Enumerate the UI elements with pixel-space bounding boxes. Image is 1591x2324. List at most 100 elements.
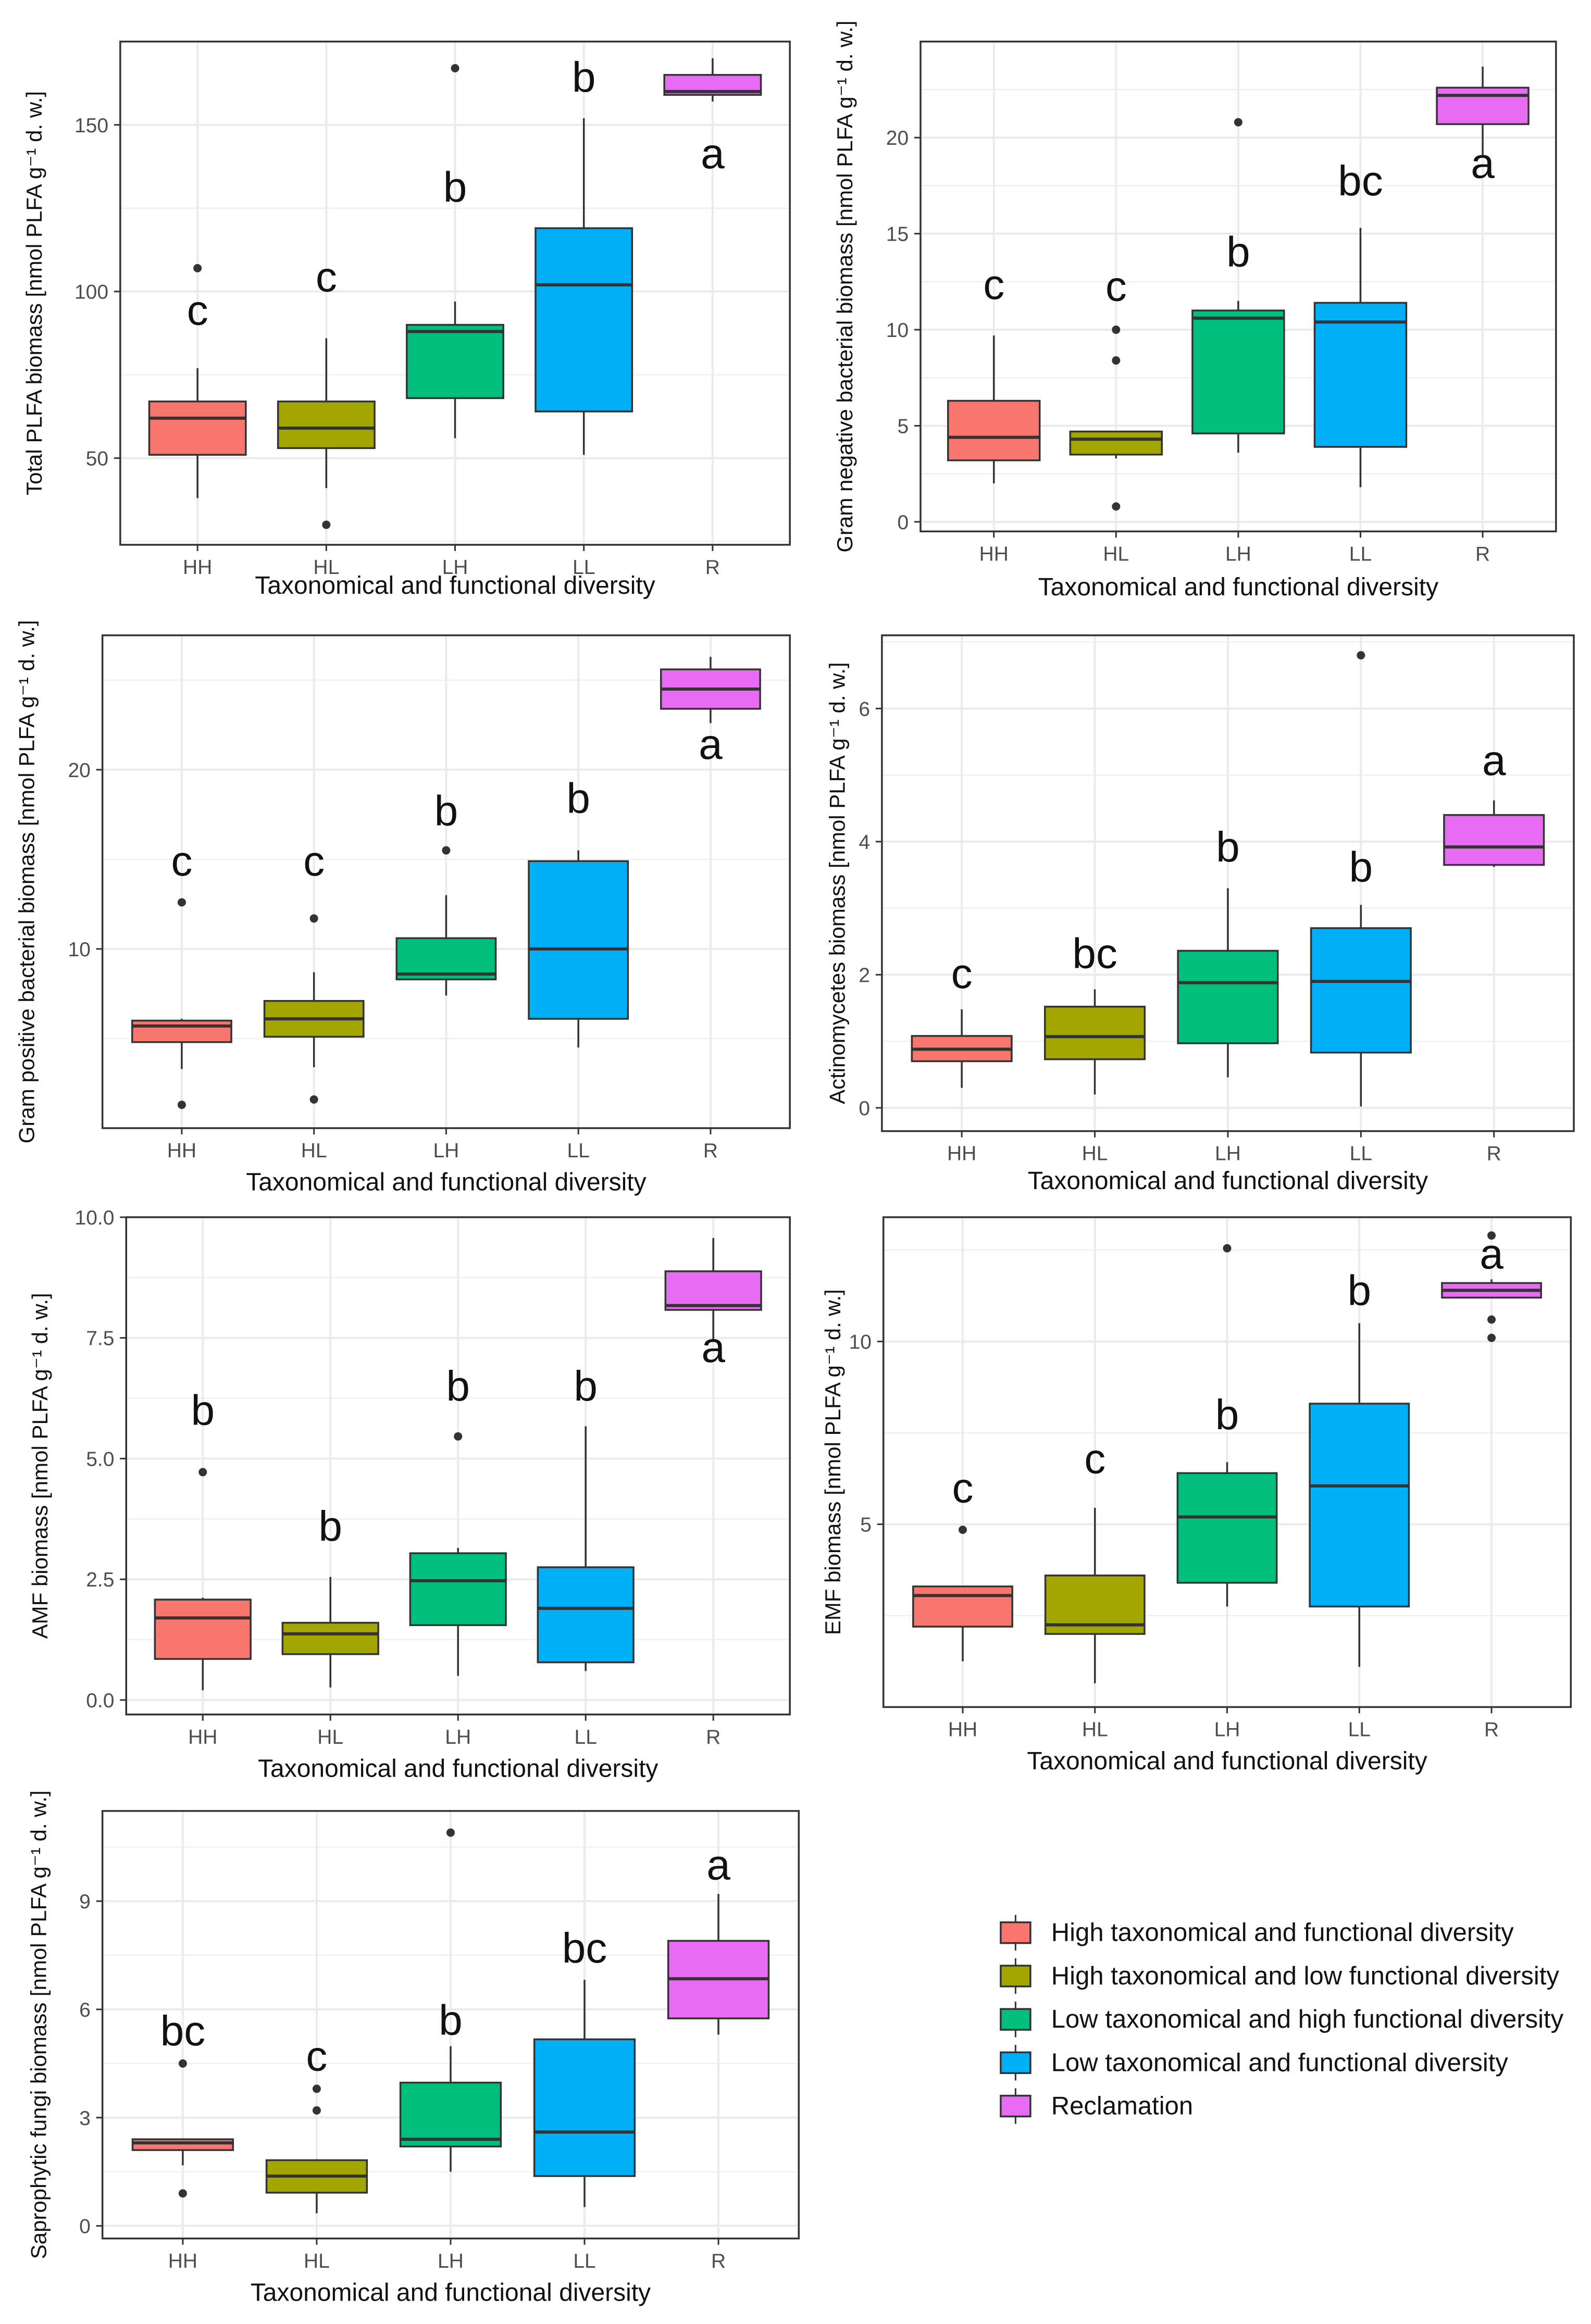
box-HL: c [263, 838, 365, 1104]
significance-letter: b [439, 1996, 463, 2044]
outlier-point [1357, 651, 1365, 660]
box-body [528, 860, 629, 1020]
significance-letter: b [446, 1363, 470, 1410]
chart-panel-7: 0 3 6 9 bc HH c HL b LH bc LL a R Taxonomical and func… [26, 1790, 800, 2307]
box-body [912, 1585, 1013, 1628]
x-tick-label: LH [438, 2250, 464, 2272]
outlier-point [446, 1828, 455, 1837]
box-body [399, 2081, 502, 2147]
significance-letter: bc [1072, 930, 1117, 978]
box-R: a [667, 1842, 770, 2035]
y-tick-label: 0 [79, 2216, 91, 2238]
y-tick-label: 50 [86, 448, 108, 470]
outlier-point [1112, 326, 1121, 334]
x-tick-label: HH [183, 556, 212, 579]
outlier-point [177, 1101, 186, 1109]
significance-letter: bc [562, 1925, 607, 1972]
x-tick-label: HL [1103, 543, 1129, 565]
significance-letter: c [171, 838, 192, 885]
box-body [277, 401, 376, 449]
panel-border [125, 1216, 791, 1716]
y-axis-title: Gram negative bacterial biomass [nmol PL… [832, 20, 857, 552]
significance-letter: a [699, 721, 723, 768]
box-LL: b [535, 54, 633, 455]
x-tick-label: R [711, 2250, 726, 2272]
y-tick-label: 6 [859, 698, 870, 720]
y-tick-label: 0 [897, 511, 909, 534]
x-tick-label: LL [1349, 543, 1372, 565]
chart-panel-5: 0.0 2.5 5.0 7.5 10.0 b HH b HL b LH b LL a R Taxonomica… [28, 1207, 791, 1782]
box-HL: c [1069, 263, 1163, 511]
significance-letter: bc [160, 2007, 206, 2055]
y-axis-title: EMF biomass [nmol PLFA g⁻¹ d. w.] [821, 1289, 845, 1635]
x-tick-label: HH [948, 1719, 977, 1741]
outlier-point [1234, 118, 1242, 127]
outlier-point [442, 846, 451, 855]
x-tick-label: R [1487, 1143, 1501, 1165]
significance-letter: a [701, 130, 725, 178]
box-body [148, 401, 247, 456]
x-tick-label: HH [188, 1726, 217, 1748]
y-tick-label: 15 [886, 223, 909, 246]
outlier-point [198, 1468, 207, 1477]
box-LH: b [1176, 1244, 1278, 1607]
outlier-point [178, 2059, 187, 2068]
box-HL: b [281, 1503, 379, 1688]
box-body [154, 1598, 252, 1660]
box-body [1177, 949, 1279, 1044]
significance-letter: b [434, 788, 458, 835]
box-HL: c [1044, 1435, 1146, 1683]
box-body [1069, 430, 1163, 456]
outlier-point [312, 2106, 321, 2115]
y-tick-label: 0 [859, 1097, 870, 1120]
significance-letter: c [303, 838, 325, 885]
outlier-point [322, 520, 331, 529]
significance-letter: b [318, 1503, 342, 1550]
y-tick-label: 4 [859, 831, 870, 854]
box-body [537, 1566, 635, 1664]
x-axis-title: Taxonomical and functional diversity [246, 1169, 646, 1196]
chart-panel-2: 0 5 10 15 20 c HH c HL b LH bc LL a R Taxonomical and f… [832, 20, 1557, 601]
significance-letter: b [443, 164, 467, 211]
box-body [1310, 927, 1412, 1054]
y-axis-title: Actinomycetes biomass [nmol PLFA g⁻¹ d. … [825, 662, 850, 1104]
significance-letter: a [1482, 737, 1506, 784]
x-tick-label: LL [1348, 1719, 1371, 1741]
box-body [533, 2038, 636, 2177]
significance-letter: b [1226, 228, 1250, 276]
significance-letter: b [1216, 823, 1240, 871]
x-tick-label: LH [445, 1726, 471, 1748]
x-tick-label: HL [1082, 1143, 1108, 1165]
y-tick-label: 3 [79, 2107, 91, 2130]
significance-letter: c [306, 2033, 327, 2080]
box-body [1191, 309, 1285, 434]
box-LL: b [1309, 1267, 1410, 1667]
significance-letter: bc [1338, 157, 1383, 205]
box-HH: c [947, 261, 1041, 484]
x-tick-label: LH [442, 556, 468, 579]
significance-letter: b [574, 1363, 598, 1410]
y-tick-label: 2 [859, 964, 870, 986]
box-R: a [1443, 737, 1545, 867]
significance-letter: b [191, 1387, 215, 1434]
legend-label: High taxonomical and low functional dive… [1051, 1962, 1560, 1990]
chart-panel-4: 0 2 4 6 c HH bc HL b LH b LL a R Taxonomical and funct… [825, 634, 1575, 1195]
box-LL: b [528, 774, 629, 1048]
y-tick-label: 20 [68, 759, 90, 782]
significance-letter: b [1347, 1267, 1371, 1314]
y-axis-title: Total PLFA biomass [nmol PLFA g⁻¹ d. w.] [22, 91, 46, 495]
outlier-point [312, 2084, 321, 2093]
legend-label: High taxonomical and functional diversit… [1051, 1919, 1514, 1947]
x-tick-label: HL [301, 1140, 327, 1162]
box-HH: bc [131, 2007, 234, 2198]
y-tick-label: 5 [860, 1514, 872, 1536]
x-tick-label: R [703, 1140, 718, 1162]
x-tick-label: HH [979, 543, 1009, 565]
x-tick-label: LH [1215, 1143, 1241, 1165]
y-tick-label: 10 [886, 319, 909, 342]
chart-panel-3: 10 20 c HH c HL b LH b LL a R Taxonomical and functi… [15, 620, 791, 1196]
x-tick-label: HL [304, 2250, 330, 2272]
significance-letter: a [1471, 140, 1495, 188]
x-axis-title: Taxonomical and functional diversity [1038, 573, 1438, 601]
